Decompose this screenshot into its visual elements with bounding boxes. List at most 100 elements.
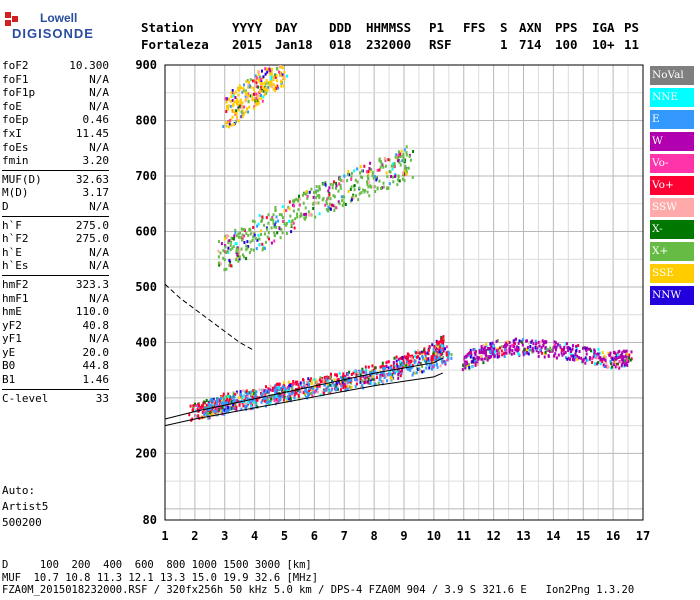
echo-point [542, 344, 545, 348]
echo-point [577, 356, 580, 360]
echo-point [223, 268, 226, 272]
echo-point [225, 121, 228, 125]
echo-point [254, 393, 257, 397]
echo-point [355, 194, 357, 198]
echo-point [246, 107, 249, 111]
echo-point [412, 358, 415, 362]
echo-point [372, 185, 375, 189]
echo-point [509, 348, 512, 352]
echo-point [293, 226, 296, 230]
echo-point [543, 355, 546, 359]
echo-point [272, 83, 275, 87]
param-name: hmF1 [2, 291, 29, 305]
echo-point [553, 340, 556, 344]
echo-point [228, 263, 231, 267]
echo-point [227, 406, 229, 410]
echo-point [343, 174, 346, 178]
echo-point [255, 79, 258, 83]
echo-point [266, 235, 269, 239]
echo-point [238, 89, 241, 92]
echo-point [335, 206, 338, 210]
legend-item-e: E [650, 110, 694, 129]
echo-point [334, 373, 337, 377]
echo-point [224, 245, 227, 249]
echo-point [270, 72, 273, 76]
echo-point [227, 246, 230, 250]
echo-point [280, 213, 283, 217]
echo-point [624, 350, 626, 354]
echo-point [537, 351, 540, 354]
echo-point [389, 376, 392, 379]
echo-point [334, 384, 337, 388]
echo-point [263, 93, 266, 97]
echo-point [435, 350, 438, 354]
echo-point [216, 397, 219, 401]
echo-point [619, 355, 621, 359]
echo-point [354, 384, 357, 388]
echo-point [534, 339, 537, 343]
echo-point [288, 397, 291, 401]
echo-point [480, 345, 483, 348]
echo-point [349, 378, 352, 382]
echo-point [469, 355, 472, 359]
echo-point [264, 82, 267, 86]
echo-point [470, 351, 473, 355]
echo-point [433, 363, 436, 367]
echo-point [431, 356, 434, 360]
echo-point [401, 177, 404, 181]
echo-point [555, 356, 558, 360]
echo-point [596, 362, 599, 366]
echo-point [250, 390, 253, 394]
param-value: N/A [89, 291, 109, 305]
echo-point [242, 227, 244, 231]
echo-point [272, 218, 275, 222]
echo-point [397, 376, 400, 380]
echo-point [296, 388, 299, 392]
echo-point [566, 346, 569, 350]
echo-point [250, 393, 252, 397]
echo-point [392, 365, 395, 369]
echo-point [241, 101, 244, 105]
echo-point [378, 179, 381, 183]
echo-point [251, 98, 254, 102]
param-row-foes: foEs N/A [2, 141, 109, 155]
echo-point [230, 396, 233, 400]
echo-point [331, 186, 334, 190]
echo-point [247, 92, 250, 96]
echo-point [585, 352, 588, 356]
echo-point [324, 203, 327, 207]
echo-point [383, 376, 386, 380]
param-row-hf: h`F 275.0 [2, 219, 109, 233]
echo-point [440, 352, 443, 356]
echo-point [249, 401, 252, 405]
echo-point [602, 363, 605, 367]
echo-point [630, 350, 633, 354]
echo-point [616, 364, 619, 368]
echo-point [250, 248, 253, 252]
param-row-hes: h`Es N/A [2, 259, 109, 273]
echo-point [325, 377, 328, 381]
echo-point [267, 85, 270, 89]
echo-point [289, 214, 292, 218]
echo-point [283, 222, 286, 226]
echo-point [271, 67, 274, 71]
echo-point [260, 96, 263, 100]
echo-point [466, 353, 469, 357]
param-row-mufd: MUF(D) 32.63 [2, 173, 109, 187]
echo-point [293, 204, 295, 208]
echo-point [388, 370, 391, 374]
echo-point [516, 347, 519, 351]
echo-point [286, 389, 289, 393]
echo-point [275, 394, 278, 398]
x-tick-label: 17 [636, 529, 650, 543]
echo-point [317, 390, 319, 394]
echo-point [225, 234, 228, 237]
echo-point [216, 402, 218, 406]
echo-point [359, 380, 362, 384]
echo-point [474, 359, 477, 363]
echo-point [217, 261, 220, 265]
echo-point [448, 352, 450, 356]
echo-point [463, 355, 466, 359]
echo-point [511, 349, 514, 353]
echo-point [243, 234, 246, 238]
